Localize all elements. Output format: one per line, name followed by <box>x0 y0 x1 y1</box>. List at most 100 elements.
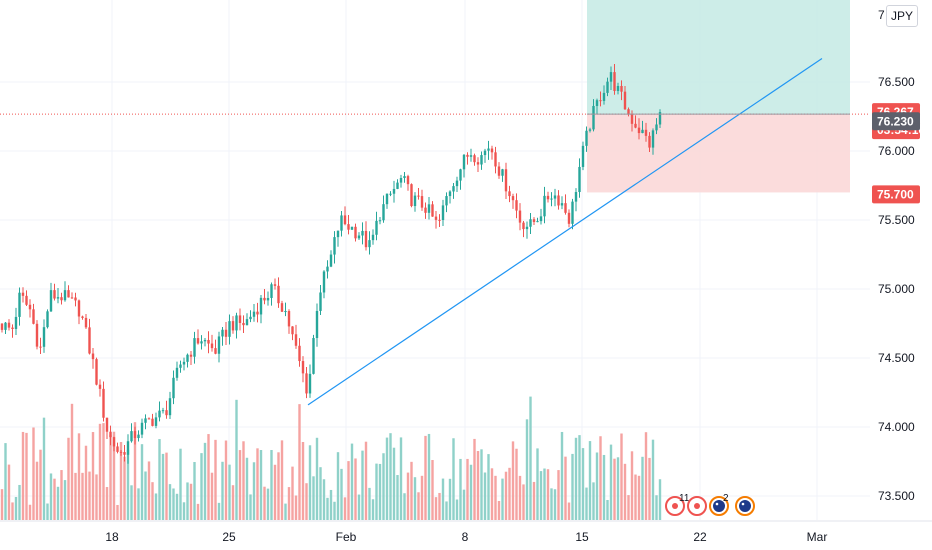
candle-body <box>637 127 641 134</box>
candle-body <box>564 203 567 213</box>
volume-bar <box>238 450 242 520</box>
volume-bar <box>406 472 410 520</box>
candle-body <box>245 319 249 326</box>
candle-body <box>154 417 158 426</box>
candle-body <box>193 338 196 357</box>
volume-bar <box>140 444 144 520</box>
volume-bar <box>368 487 371 520</box>
trendline[interactable] <box>307 58 823 406</box>
volume-bar <box>560 431 564 520</box>
volume-bar <box>532 481 536 520</box>
volume-bar <box>91 432 95 520</box>
x-tick-label: 18 <box>105 530 119 544</box>
candle-body <box>168 398 172 416</box>
volume-bars <box>0 396 662 520</box>
volume-bar <box>70 403 74 520</box>
volume-bar <box>333 501 336 520</box>
volume-bar <box>53 478 56 520</box>
candle-body <box>382 204 385 221</box>
candle-body <box>434 216 438 220</box>
volume-bar <box>410 461 413 520</box>
volume-bar <box>396 475 399 520</box>
volume-bar <box>571 453 574 520</box>
volume-bar <box>189 483 193 520</box>
candle-body <box>305 373 308 394</box>
candle-body <box>473 155 476 163</box>
candle-body <box>644 129 648 136</box>
volume-bar <box>39 449 42 520</box>
volume-bar <box>508 467 511 520</box>
candle-body <box>42 327 46 347</box>
volume-bar <box>182 502 186 520</box>
volume-bar <box>361 450 364 520</box>
currency-badge[interactable]: JPY <box>886 5 918 27</box>
candle-body <box>371 234 375 241</box>
candle-body <box>599 100 602 102</box>
candle-body <box>35 323 39 347</box>
volume-bar <box>32 427 35 520</box>
candle-body <box>354 226 357 239</box>
volume-bar <box>102 423 105 520</box>
volume-bar <box>322 479 326 520</box>
candle-body <box>46 311 49 328</box>
volume-bar <box>273 464 277 520</box>
candle-body <box>543 195 546 217</box>
volume-bar <box>284 503 287 520</box>
candle-body <box>130 431 133 442</box>
candle-body <box>95 359 98 385</box>
volume-bar <box>480 449 483 520</box>
candle-body <box>501 169 504 176</box>
volume-bar <box>567 502 571 520</box>
event-dot-icon[interactable] <box>687 496 707 516</box>
volume-bar <box>81 472 84 520</box>
event-markers[interactable]: 11 2 <box>665 493 755 516</box>
volume-bar <box>455 499 459 520</box>
candle-body <box>557 195 560 206</box>
volume-bar <box>67 437 70 520</box>
candle-body <box>28 304 32 310</box>
event-dot-icon[interactable] <box>665 496 685 516</box>
candle-body <box>179 364 182 368</box>
candle-body <box>105 417 109 432</box>
volume-bar <box>42 417 46 520</box>
candle-body <box>235 315 238 331</box>
candle-body <box>140 422 144 435</box>
volume-bar <box>329 489 333 520</box>
candle-body <box>252 311 256 317</box>
candle-body <box>368 240 371 248</box>
volume-bar <box>305 483 308 520</box>
volume-bar <box>326 497 329 520</box>
volume-bar <box>550 488 553 520</box>
candle-body <box>207 339 210 344</box>
candle-body <box>462 154 466 170</box>
volume-bar <box>557 470 560 520</box>
volume-bar <box>476 451 480 520</box>
volume-bar <box>350 443 354 520</box>
candle-body <box>613 72 616 91</box>
volume-bar <box>74 472 77 520</box>
volume-bar <box>14 496 18 520</box>
candle-body <box>329 254 333 267</box>
volume-bar <box>287 487 291 520</box>
flag-icon[interactable] <box>709 496 729 516</box>
volume-bar <box>462 489 466 520</box>
volume-bar <box>602 454 606 520</box>
candle-body <box>91 353 95 360</box>
candle-body <box>459 169 462 181</box>
volume-bar <box>574 437 578 520</box>
volume-bar <box>630 451 634 520</box>
volume-bar <box>193 462 196 520</box>
volume-bar <box>658 479 662 520</box>
flag-icon[interactable] <box>735 496 755 516</box>
volume-bar <box>511 441 515 520</box>
volume-bar <box>217 502 221 520</box>
candle-body <box>522 222 525 230</box>
candle-body <box>312 338 315 374</box>
candle-body <box>172 377 175 399</box>
volume-bar <box>588 441 592 520</box>
stop-loss-zone[interactable] <box>587 114 850 193</box>
candle-body <box>515 200 518 211</box>
volume-bar <box>84 445 88 520</box>
take-profit-zone[interactable] <box>587 0 850 115</box>
